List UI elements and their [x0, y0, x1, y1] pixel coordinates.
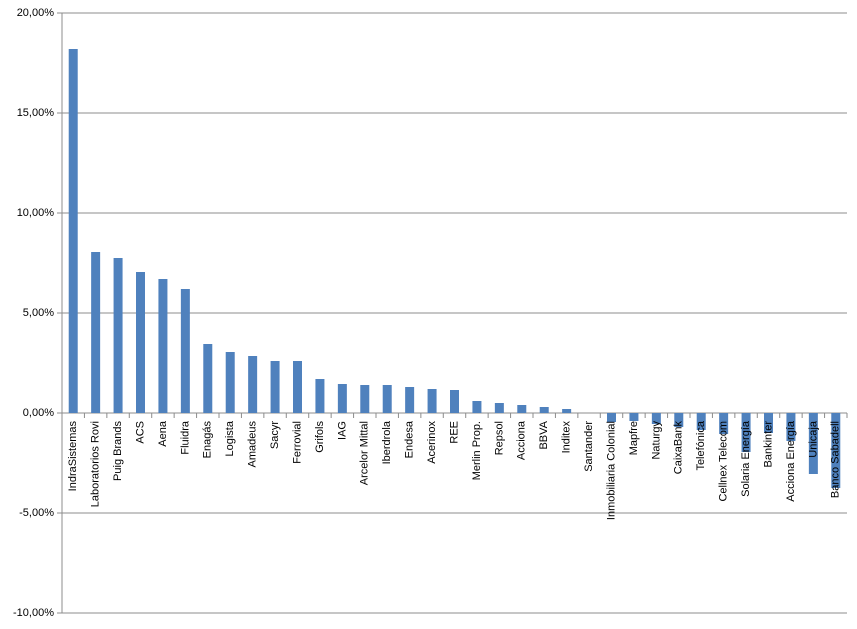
y-tick-label: 0,00%	[23, 407, 54, 419]
bar	[562, 409, 572, 413]
x-tick-label: Naturgy	[650, 421, 662, 460]
bar	[674, 413, 684, 427]
bar	[248, 356, 258, 413]
x-tick-label: Solaria Energía	[740, 420, 752, 497]
bar	[158, 279, 168, 413]
x-tick-label: Banco Sabadell	[830, 421, 842, 498]
bar	[136, 272, 145, 413]
x-tick-label: Cellnex Telecom	[718, 421, 730, 502]
y-tick-label: 20,00%	[17, 7, 55, 19]
x-tick-label: Unicaja	[807, 420, 819, 458]
x-tick-label: Acciona Energía	[785, 420, 797, 502]
bar	[382, 385, 392, 413]
x-tick-label: Ferrovial	[291, 421, 303, 464]
bar	[427, 389, 437, 413]
bar	[831, 413, 841, 488]
bar	[337, 384, 347, 413]
bar	[741, 413, 751, 452]
bar	[203, 344, 213, 413]
x-tick-label: Acciona	[516, 420, 528, 460]
x-tick-label: Arcelor Mittal	[359, 421, 371, 485]
bar	[651, 413, 661, 424]
x-tick-label: ACS	[134, 421, 146, 444]
bar	[472, 401, 482, 413]
x-tick-label: Endesa	[404, 420, 416, 458]
bar	[315, 379, 325, 413]
x-tick-label: IAG	[336, 421, 348, 440]
bar	[517, 405, 527, 413]
bar	[808, 413, 818, 474]
x-tick-label: Mapfre	[628, 421, 640, 455]
x-tick-label: Telefónica	[695, 420, 707, 470]
bar	[225, 352, 235, 413]
bar	[764, 413, 773, 433]
bar	[539, 407, 549, 413]
x-tick-label: IndraSistemas	[67, 421, 79, 492]
bar	[68, 49, 78, 413]
x-tick-label: Sacyr	[269, 421, 281, 449]
x-tick-label: Aena	[157, 420, 169, 447]
x-tick-label: Acerinox	[426, 421, 438, 464]
x-tick-label: Iberdrola	[381, 420, 393, 464]
x-tick-label: Laboratorios Rovi	[90, 421, 102, 507]
x-tick-label: Logista	[224, 420, 236, 456]
bar	[180, 289, 190, 413]
x-tick-label: Enagás	[202, 421, 214, 459]
y-tick-label: 5,00%	[23, 307, 54, 319]
y-tick-label: 15,00%	[17, 107, 55, 119]
x-tick-label: BBVA	[538, 420, 550, 449]
x-tick-label: CaixaBank	[673, 421, 685, 475]
bar	[629, 413, 639, 421]
x-tick-label: Puig Brands	[112, 421, 124, 481]
y-tick-label: 10,00%	[17, 207, 55, 219]
x-tick-label: Amadeus	[247, 421, 259, 468]
bar	[293, 361, 302, 413]
bar	[405, 387, 415, 413]
x-tick-label: Merlin Prop.	[471, 421, 483, 480]
x-tick-label: Repsol	[493, 421, 505, 455]
x-tick-label: Grifols	[314, 421, 326, 453]
x-tick-label: Inditex	[561, 421, 573, 454]
bar	[607, 413, 616, 422]
bar	[450, 390, 459, 413]
bar	[360, 385, 370, 413]
x-tick-label: Bankinter	[762, 421, 774, 468]
bar	[91, 252, 101, 413]
x-tick-label: REE	[448, 421, 460, 444]
bar	[719, 413, 729, 434]
bar	[113, 258, 123, 413]
x-tick-label: Fluidra	[179, 420, 191, 455]
x-tick-label: Inmobiliaria Colonial	[605, 421, 617, 520]
bar	[786, 413, 796, 441]
x-tick-label: Santander	[583, 421, 595, 472]
y-tick-label: -10,00%	[13, 607, 54, 619]
bar	[270, 361, 280, 413]
bar	[494, 403, 504, 413]
y-tick-label: -5,00%	[19, 507, 54, 519]
bar	[696, 413, 706, 430]
